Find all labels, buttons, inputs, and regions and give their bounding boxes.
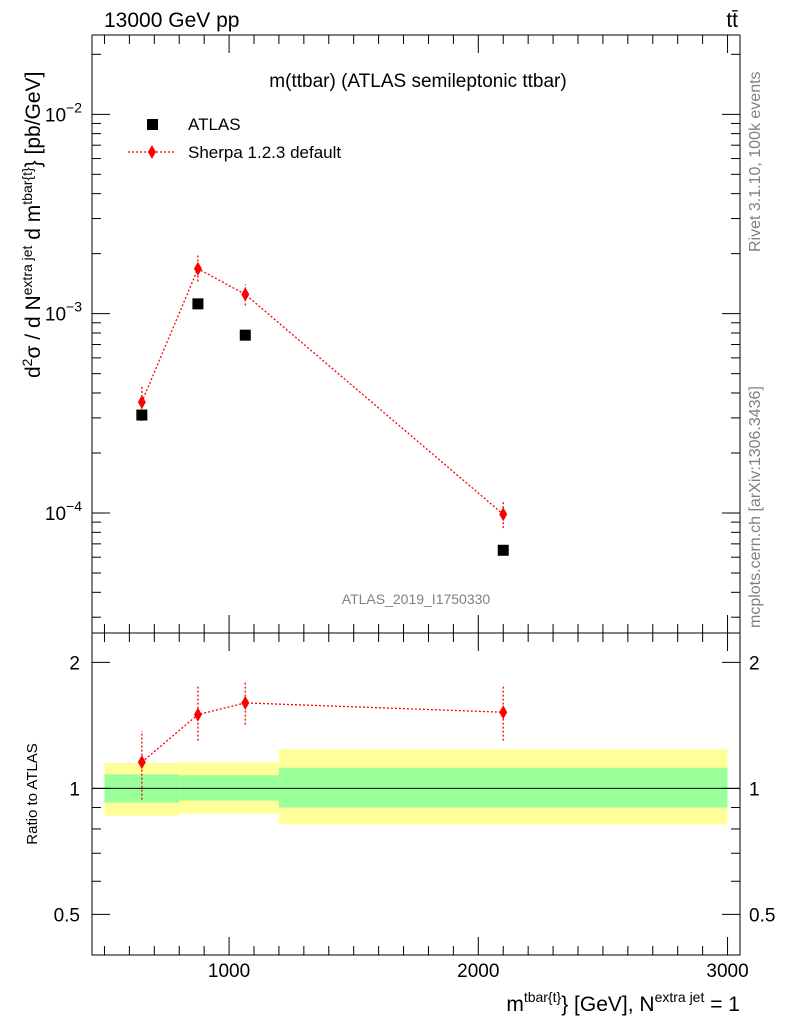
rivet-version-label: Rivet 3.1.10, 100k events: [747, 71, 764, 252]
mcplots-label: mcplots.cern.ch [arXiv:1306.3436]: [747, 386, 764, 628]
ratio-y-tick-labels: 2 2 1 1 0.5 0.5: [54, 653, 776, 926]
x-tick-label: 3000: [706, 961, 748, 982]
main-axis-ticks: [92, 35, 740, 633]
y-tick-label: 10−2: [45, 99, 82, 126]
ratio-axis-ticks: [92, 633, 740, 956]
ratio-sherpa-line: [141, 702, 504, 763]
ratio-sherpa-point: [137, 755, 146, 770]
atlas-point: [192, 298, 204, 310]
analysis-label: ATLAS_2019_I1750330: [342, 591, 491, 607]
legend: ATLAS Sherpa 1.2.3 default: [128, 115, 341, 162]
sherpa-point: [137, 395, 146, 410]
y-tick-label: 10−4: [45, 498, 82, 525]
ratio-y-tick-label-left: 2: [69, 653, 80, 674]
ratio-y-tick-label-left: 0.5: [54, 905, 80, 926]
ratio-uncertainty-bands: [104, 749, 728, 825]
process-label: tt̄: [726, 9, 738, 32]
x-tick-label: 1000: [208, 961, 250, 982]
sherpa-point: [499, 507, 508, 522]
ratio-y-tick-label-right: 2: [749, 653, 760, 674]
energy-label: 13000 GeV pp: [104, 9, 239, 32]
ratio-y-axis-label: Ratio to ATLAS: [24, 743, 41, 844]
inner-uncertainty-band: [278, 767, 728, 808]
ratio-sherpa-series: [137, 681, 508, 800]
ratio-y-tick-label-left: 1: [69, 779, 80, 800]
sherpa-line: [141, 267, 504, 515]
atlas-point: [136, 409, 148, 421]
legend-atlas-marker: [147, 119, 158, 130]
sherpa-point: [241, 287, 250, 302]
atlas-point: [239, 329, 251, 341]
main-y-axis-label: d2σ / d Nextra jet d mtbar{t}} [pb/GeV]: [19, 72, 45, 378]
ratio-y-tick-label-right: 0.5: [749, 905, 775, 926]
sherpa-point: [193, 261, 202, 276]
ratio-plot-frame: [91, 632, 741, 956]
atlas-point: [497, 544, 509, 556]
x-tick-label: 2000: [457, 961, 499, 982]
ratio-sherpa-point: [193, 707, 202, 722]
ratio-y-tick-label-right: 1: [749, 779, 760, 800]
legend-sherpa-marker: [148, 145, 156, 159]
x-tick-labels: 1000 2000 3000: [208, 961, 749, 982]
ratio-sherpa-point: [499, 705, 508, 720]
legend-atlas-label: ATLAS: [188, 115, 241, 134]
plot-title: m(ttbar) (ATLAS semileptonic ttbar): [269, 71, 566, 92]
y-tick-label: 10−3: [45, 299, 82, 326]
main-sherpa-series: [137, 255, 508, 529]
legend-sherpa-label: Sherpa 1.2.3 default: [188, 143, 341, 162]
x-axis-label: mtbar{t}} [GeV], Nextra jet = 1: [506, 989, 740, 1016]
ratio-sherpa-point: [241, 695, 250, 710]
main-atlas-series: [136, 298, 509, 556]
main-y-tick-labels: 10−2 10−3 10−4: [45, 99, 82, 525]
